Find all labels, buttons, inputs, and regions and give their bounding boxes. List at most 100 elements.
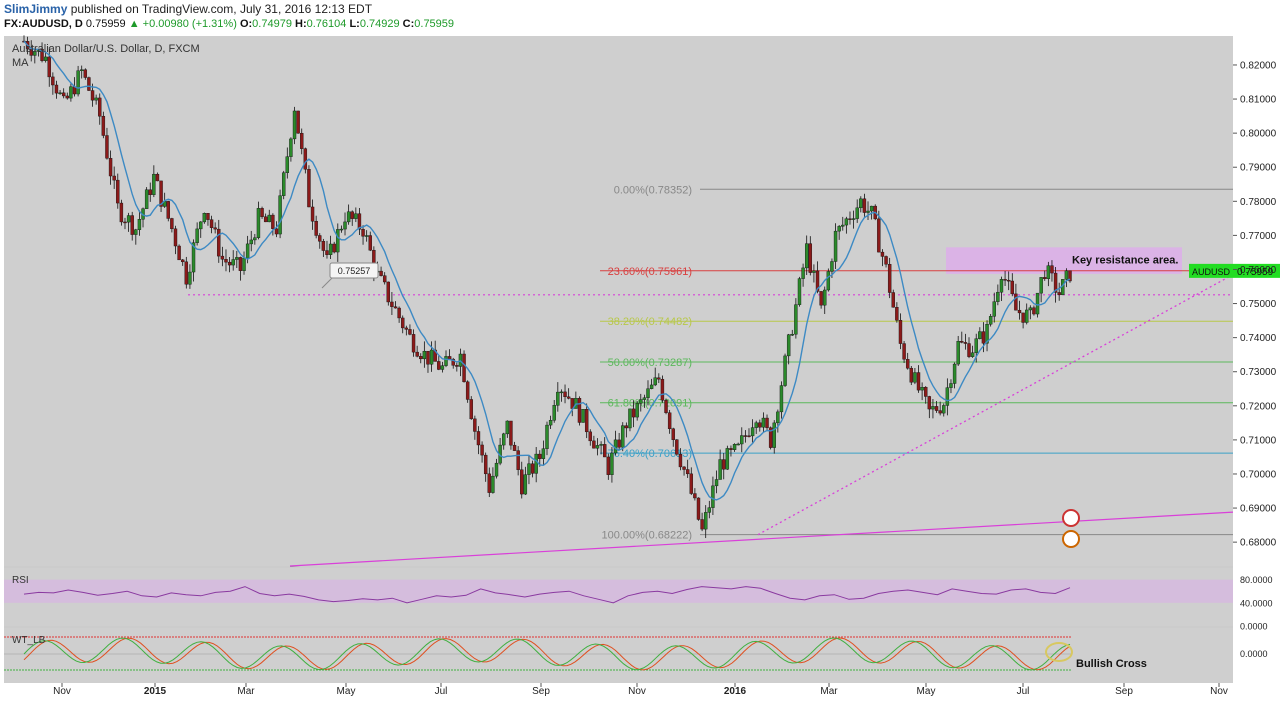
x-tick-label: Nov [1210,686,1228,697]
candle-bull [804,243,809,269]
candle-bull [996,291,1000,302]
candle-bull [281,172,286,196]
price-pane[interactable] [4,36,1233,566]
candle-bear [512,444,517,451]
y-tick-label: 0.73000 [1240,367,1277,378]
candle-bear [386,281,390,303]
candle-bull [649,384,654,389]
y-tick-label: 0.79000 [1240,163,1277,174]
candle-bear [325,250,329,255]
candle-bear [408,329,412,335]
candle-bull [242,257,246,271]
low-label: L: [349,18,360,30]
wt-pane[interactable] [4,628,1233,683]
candle-bear [891,292,895,308]
candle-bear [101,115,106,136]
ohlc-line: FX:AUDUSD, D 0.75959 ▲ +0.00980 (+1.31%)… [4,18,454,30]
candle-bull [422,350,427,360]
candle-bear [108,158,113,177]
candle-bear [617,439,621,448]
close-value: 0.75959 [414,18,455,30]
wt-main-line [23,637,1071,671]
candle-bull [750,427,755,437]
chart-header: SlimJimmy published on TradingView.com, … [0,0,1280,36]
candle-bear [260,208,264,217]
candle-bull [346,211,351,223]
candle-bull [869,205,874,212]
candle-bull [736,443,740,446]
candle-bull [794,304,798,335]
candle-bull [790,333,794,336]
candle-bear [447,356,452,360]
candle-bear [455,365,459,367]
bullish-cross-marker [1045,642,1073,662]
close-label: C: [402,18,415,30]
candle-bear [227,261,232,266]
candle-bull [545,424,549,449]
candle-bull [58,92,62,95]
symbol-tag[interactable] [1189,263,1233,278]
candle-bull [866,210,870,213]
candle-bull [855,207,859,219]
candle-bull [931,406,935,410]
candle-bull [786,334,791,357]
candle-bear [368,235,372,251]
candle-bull [364,235,369,237]
author-name[interactable]: SlimJimmy [4,2,68,16]
candle-bull [956,341,960,365]
candle-bear [462,353,466,383]
price-axis[interactable] [1233,36,1280,683]
low-value: 0.74929 [359,18,400,30]
earnings-event-icon[interactable] [1062,509,1080,527]
fib-level-label: 100.00%(0.68222) [601,530,692,542]
candle-bear [862,198,867,213]
candle-bear [895,307,899,321]
x-tick-label: Nov [53,686,71,697]
y-tick-label: 0.80000 [1240,129,1277,140]
candle-bear [209,219,214,228]
candle-bear [1043,277,1047,279]
candle-bear [451,358,455,366]
candle-bear [473,418,477,432]
candle-bear [584,409,589,433]
candle-bear [963,342,968,344]
y-tick-label: 0.72000 [1240,401,1277,412]
candle-bear [307,169,311,208]
fib-level-label: 23.60%(0.75961) [608,266,692,278]
candle-bear [819,291,823,306]
time-axis[interactable] [0,683,1280,702]
candle-bull [523,474,528,495]
candle-bear [758,422,762,428]
candle-bear [693,493,697,499]
current-price-tag[interactable] [1233,263,1280,278]
candle-bear [689,473,693,494]
candle-bull [534,453,538,474]
candle-bear [177,245,181,261]
candle-bear [51,76,55,86]
dividend-event-icon[interactable] [1062,530,1080,548]
y-tick-label: 0.78000 [1240,197,1277,208]
candle-bull [556,391,560,406]
candle-bear [393,306,398,309]
candle-bull [137,219,142,230]
candle-bull [841,224,845,227]
rsi-label: RSI [12,575,29,586]
candle-bear [631,408,636,418]
x-tick-label: May [337,686,356,697]
symbol-tag-text: AUDUSD [1192,267,1231,277]
candle-bear [1010,280,1014,295]
candle-bull [754,422,758,428]
candle-bull [253,237,257,241]
y-tick-label: 0.70000 [1240,469,1277,480]
candle-bear [404,327,409,330]
candle-bear [123,221,127,224]
candle-bear [678,453,683,468]
candle-bear [303,148,308,170]
symbol-label: FX:AUDUSD, D [4,18,83,30]
candle-bear [119,202,124,223]
candle-bear [159,180,163,207]
candle-bull [988,316,993,325]
candle-bull [646,388,650,398]
candle-bear [880,251,885,257]
